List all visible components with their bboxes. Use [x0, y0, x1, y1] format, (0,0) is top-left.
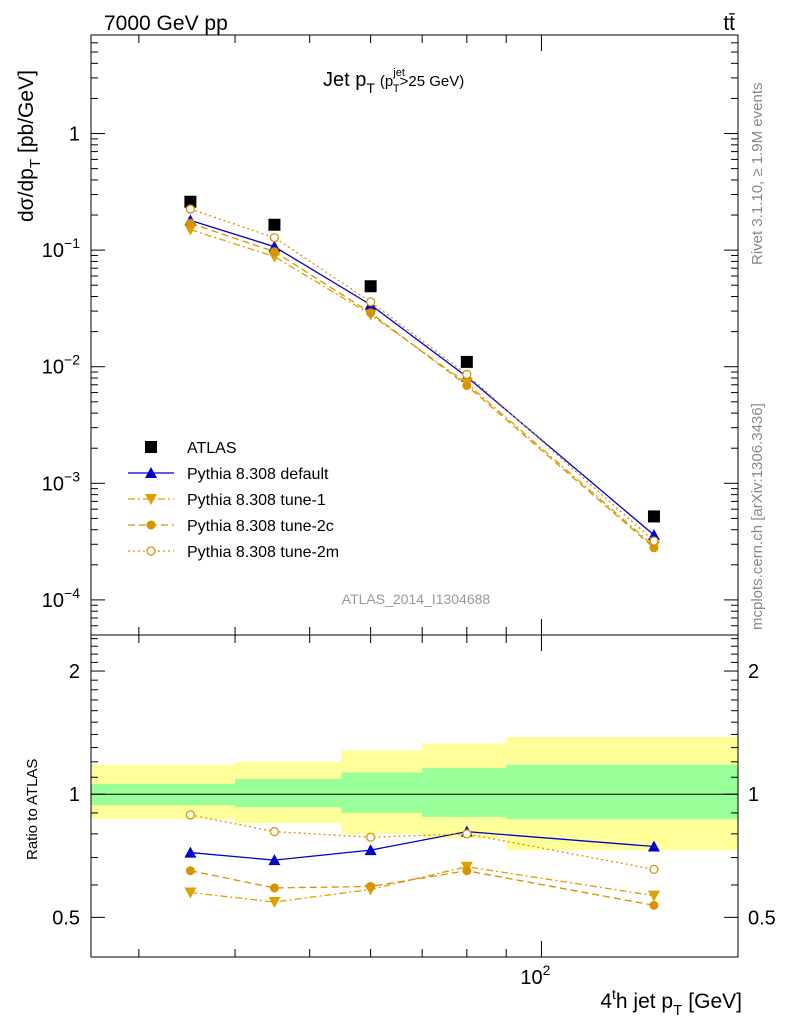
- main-data-point: [365, 297, 376, 307]
- main-plot-area: [184, 195, 660, 553]
- main-data-point: [649, 536, 659, 546]
- main-y-label: dσ/dpT[pb/GeV]: [15, 70, 44, 222]
- y-tick-label: 0.5: [52, 907, 80, 929]
- main-data-point: [269, 247, 279, 257]
- ratio-data-point: [268, 897, 281, 909]
- legend-entry: Pythia 8.308 tune-2c: [187, 518, 334, 535]
- legend-marker: [145, 441, 157, 453]
- main-data-point: [184, 224, 197, 236]
- process-label: tt̄: [723, 12, 735, 35]
- ratio-frame: [90, 634, 739, 958]
- ratio-data-point: [184, 846, 197, 858]
- y-tick-label: 10−4: [42, 585, 80, 612]
- main-title: Jet pT (pjet T>25 GeV): [323, 67, 464, 96]
- legend-marker: [145, 467, 157, 478]
- y-tick-label-right: 2: [748, 661, 759, 683]
- ratio-data-point: [365, 832, 376, 842]
- ratio-data-point: [647, 840, 660, 852]
- main-data-point: [185, 204, 196, 214]
- main-data-point: [462, 381, 472, 391]
- legend-entry: Pythia 8.308 tune-2m: [187, 544, 339, 561]
- legend-entry: Pythia 8.308 tune-1: [187, 492, 326, 509]
- ratio-data-point: [185, 866, 195, 876]
- main-data-point: [268, 218, 281, 231]
- y-tick-label-right: 1: [748, 784, 759, 806]
- main-axis-ticks: [91, 34, 738, 636]
- main-data-point: [649, 543, 659, 553]
- ratio-data-point: [269, 883, 279, 893]
- rivet-label: Rivet 3.1.10, ≥ 1.9M events: [749, 83, 766, 266]
- y-tick-label: 2: [69, 661, 80, 683]
- main-data-point: [185, 218, 195, 228]
- ratio-y-label: Ratio to ATLAS: [24, 759, 41, 860]
- y-tick-label: 1: [69, 124, 80, 146]
- stat-uncertainty-band: [341, 772, 423, 813]
- main-data-point: [460, 355, 473, 368]
- ratio-data-point: [185, 810, 196, 820]
- ratio-data-point: [649, 864, 659, 875]
- analysis-id: ATLAS_2014_I1304688: [342, 591, 491, 607]
- ratio-data-point: [268, 854, 281, 866]
- stat-uncertainty-band: [506, 764, 738, 819]
- ratio-data-point: [462, 866, 472, 876]
- ratio-data-point: [269, 826, 280, 837]
- ratio-data-point: [462, 829, 472, 839]
- main-data-point: [184, 195, 197, 208]
- main-data-point: [364, 280, 377, 293]
- ratio-plot-area: [91, 736, 738, 910]
- ratio-x-tick-labels: 102: [520, 962, 550, 989]
- ratio-series-line: [190, 814, 655, 871]
- legend-marker: [146, 520, 156, 530]
- ratio-data-point: [184, 887, 197, 899]
- stat-uncertainty-band: [235, 778, 342, 808]
- legend: ATLAS Pythia 8.308 default Pythia 8.308 tu…: [128, 440, 339, 561]
- legend-entry: Pythia 8.308 default: [187, 466, 329, 483]
- ratio-data-point: [366, 881, 376, 891]
- y-tick-label: 1: [69, 784, 80, 806]
- legend-entry: ATLAS: [187, 440, 237, 457]
- energy-label: 7000 GeV pp: [104, 12, 228, 35]
- legend-marker: [145, 494, 157, 505]
- main-y-tick-labels: 1 10−1 10−2 10−3 10−4: [42, 124, 80, 612]
- y-tick-label: 10−3: [42, 468, 80, 495]
- stat-uncertainty-band: [422, 767, 507, 817]
- ratio-series-line: [190, 870, 655, 906]
- ratio-panel: 0.5 0.5 1 1 2 2 102 Ratio to ATLAS 4th jet pT…: [24, 634, 776, 1019]
- mcplots-label: mcplots.cern.ch [arXiv:1306.3436]: [749, 403, 766, 630]
- main-data-point: [366, 308, 376, 318]
- x-tick-label: 102: [520, 962, 550, 989]
- ratio-y-tick-labels: 0.5 0.5 1 1 2 2: [52, 661, 776, 929]
- main-data-point: [647, 510, 660, 523]
- legend-marker: [146, 546, 156, 556]
- y-tick-label: 10−2: [42, 352, 80, 379]
- y-tick-label: 10−1: [42, 235, 80, 262]
- ratio-data-point: [649, 900, 659, 910]
- main-data-point: [269, 232, 280, 243]
- ratio-data-point: [647, 890, 660, 902]
- ratio-data-point: [364, 844, 377, 856]
- main-data-point: [647, 529, 660, 541]
- main-panel: 1 10−1 10−2 10−3 10−4 Jet pT (pjet T>25 GeV) d…: [15, 34, 739, 636]
- main-data-point: [462, 369, 472, 380]
- y-tick-label-right: 0.5: [748, 907, 776, 929]
- x-axis-label: 4th jet pT [GeV]: [600, 986, 742, 1019]
- ratio-axis-ticks: [91, 635, 738, 958]
